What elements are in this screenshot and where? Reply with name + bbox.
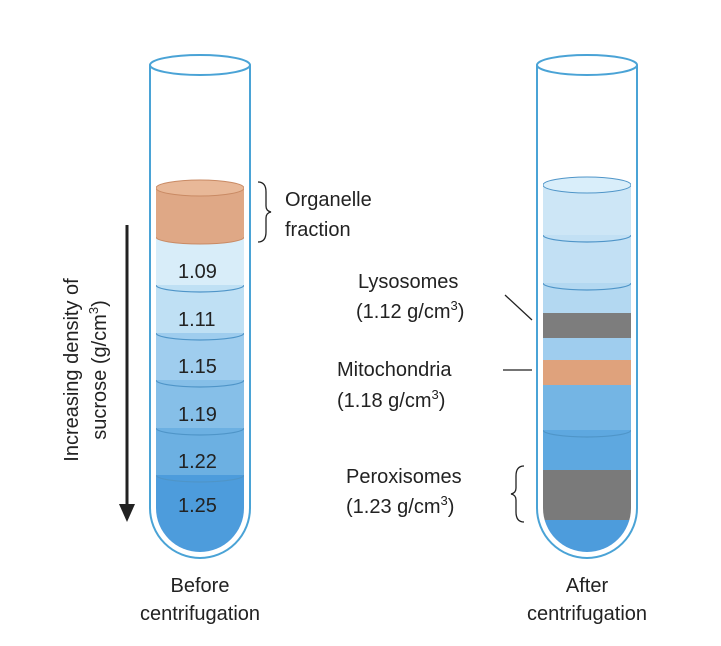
density: 1.15	[178, 356, 217, 378]
density: 1.25	[178, 495, 217, 517]
band-name: Mitochondria	[337, 359, 452, 381]
axis-label: Increasing density of	[61, 278, 83, 462]
band-density: (1.23 g/cm3)	[346, 493, 454, 518]
tube	[536, 65, 638, 559]
density: 1.11	[178, 309, 215, 331]
band-name: Peroxisomes	[346, 466, 462, 488]
band-density: (1.12 g/cm3)	[356, 298, 464, 323]
caption: centrifugation	[527, 603, 647, 625]
density: 1.19	[178, 404, 217, 426]
density-labels: 1.09 1.11 1.15 1.19 1.22 1.25	[178, 261, 217, 517]
caption: Before	[171, 575, 230, 597]
density: 1.09	[178, 261, 217, 283]
right-liquid	[543, 176, 631, 552]
caption: centrifugation	[140, 603, 260, 625]
tube	[149, 65, 251, 559]
fraction-label: fraction	[285, 219, 351, 241]
band-name: Lysosomes	[358, 271, 458, 293]
caption: After	[566, 575, 609, 597]
band-density: (1.18 g/cm3)	[337, 387, 445, 412]
axis-label: sucrose (g/cm3)	[86, 300, 111, 440]
density: 1.22	[178, 451, 217, 473]
fraction-label: Organelle	[285, 189, 372, 211]
left-liquid	[156, 179, 244, 552]
